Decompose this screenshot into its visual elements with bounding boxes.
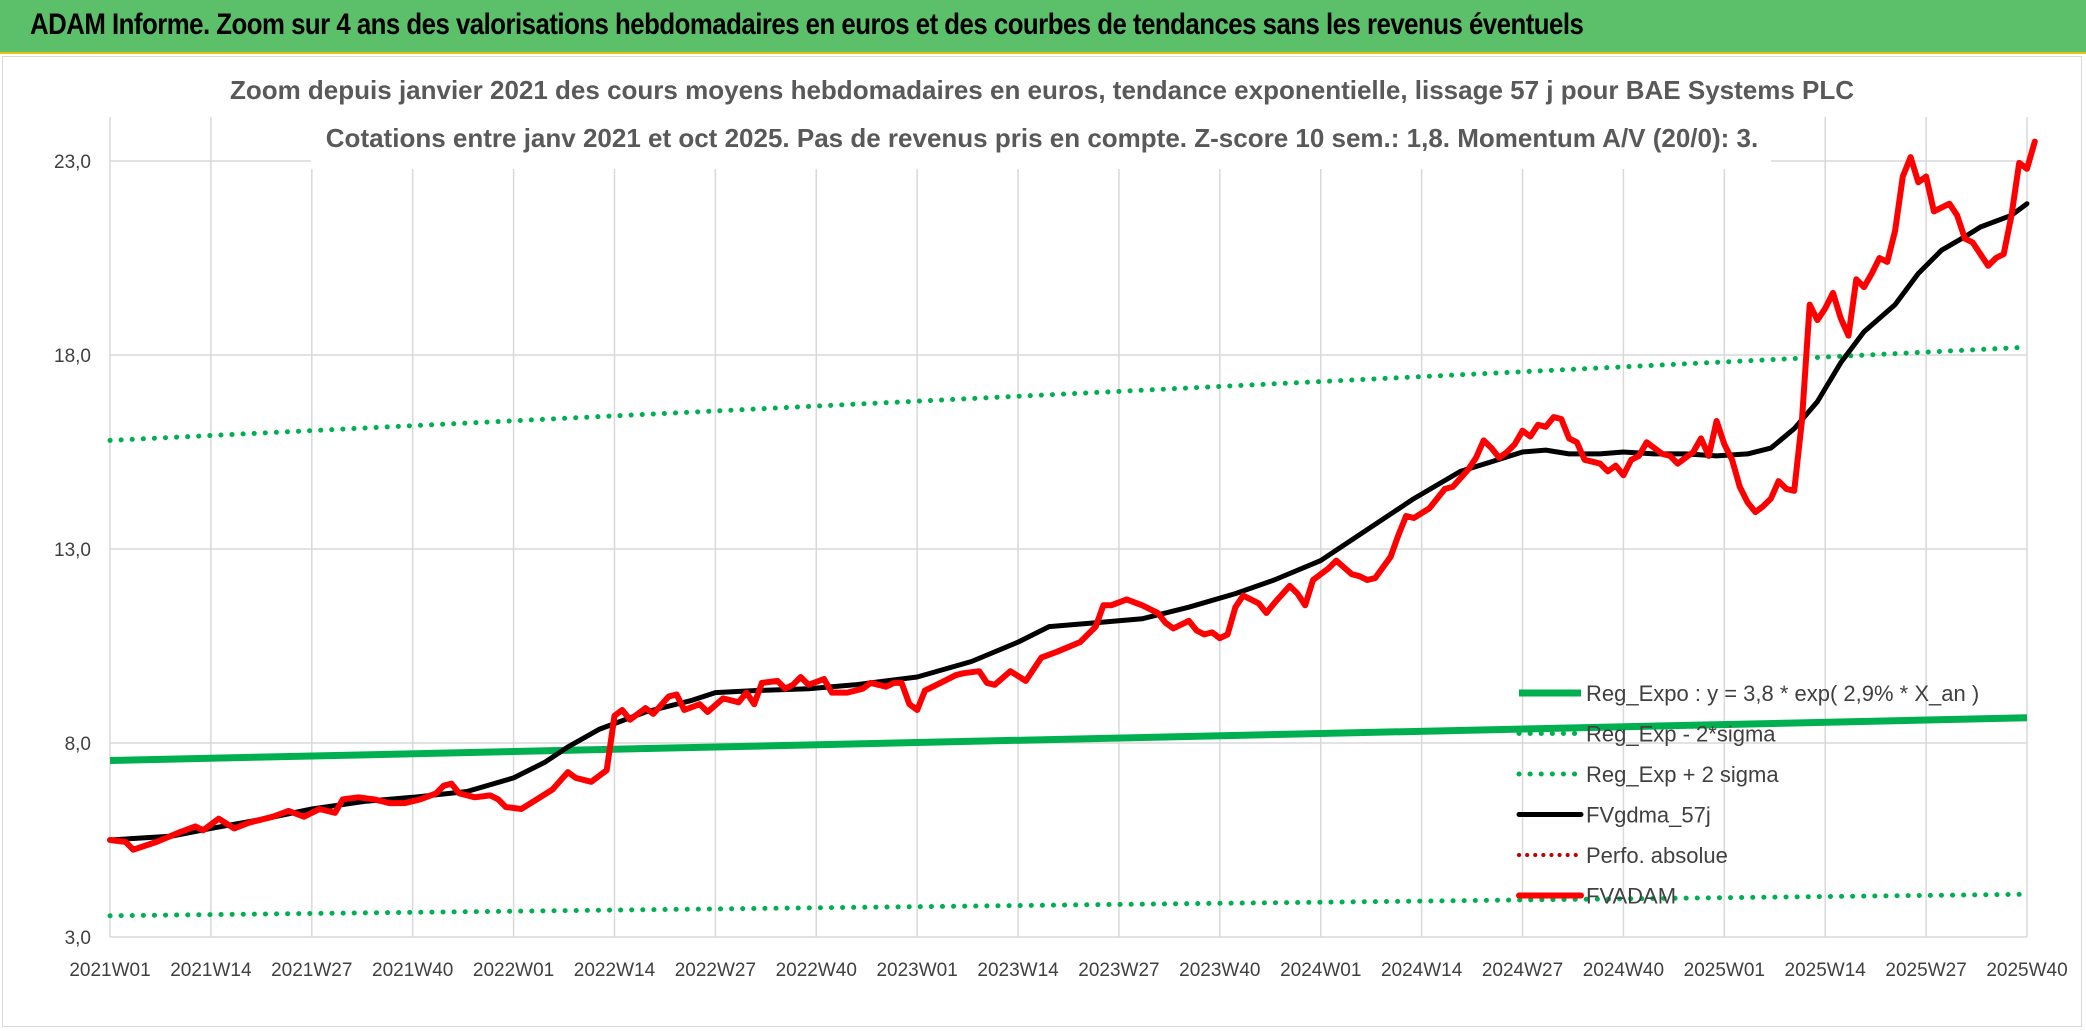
- x-tick-label: 2025W40: [1986, 960, 2067, 981]
- chart-title-line1: Zoom depuis janvier 2021 des cours moyen…: [230, 75, 1854, 105]
- x-tick-label: 2022W40: [776, 960, 857, 981]
- x-tick-label: 2024W14: [1381, 960, 1463, 981]
- gridlines: [109, 117, 2028, 938]
- x-tick-label: 2025W14: [1785, 960, 1867, 981]
- legend: Reg_Expo : y = 3,8 * exp( 2,9% * X_an ) R…: [1516, 681, 1979, 909]
- x-tick-label: 2021W14: [170, 960, 252, 981]
- trend-chart: 3,0 8,0 13,0 18,0 23,0 2021W01 2021W14 2021W27…: [54, 61, 2068, 981]
- series-line-fvadam: [107, 138, 2038, 853]
- x-axis-ticks: 2021W01 2021W14 2021W27 2021W40 2022W01 2022W…: [69, 960, 2067, 981]
- y-tick-label: 8,0: [65, 734, 91, 755]
- y-tick-label: 13,0: [54, 540, 91, 561]
- y-tick-label: 23,0: [54, 152, 91, 173]
- series-line-reg_exp: [107, 344, 2030, 443]
- x-tick-label: 2023W40: [1179, 960, 1260, 981]
- x-tick-label: 2023W14: [977, 960, 1059, 981]
- series-lines: [107, 138, 2038, 919]
- series-line-fvgdma_57j: [107, 201, 2030, 843]
- x-tick-label: 2023W01: [876, 960, 957, 981]
- x-tick-label: 2021W27: [271, 960, 352, 981]
- x-tick-label: 2021W40: [372, 960, 453, 981]
- x-tick-label: 2021W01: [69, 960, 150, 981]
- legend-label: Reg_Expo : y = 3,8 * exp( 2,9% * X_an ): [1586, 681, 1979, 706]
- x-tick-label: 2024W01: [1280, 960, 1361, 981]
- y-tick-label: 3,0: [65, 928, 91, 949]
- series-line-reg_exp: [107, 891, 2030, 919]
- chart-title-line2: Cotations entre janv 2021 et oct 2025. P…: [326, 123, 1758, 153]
- legend-label: FVgdma_57j: [1586, 803, 1711, 828]
- x-tick-label: 2022W14: [574, 960, 656, 981]
- x-tick-label: 2022W01: [473, 960, 554, 981]
- legend-label: Reg_Exp + 2 sigma: [1586, 762, 1779, 787]
- report-banner: ADAM Informe. Zoom sur 4 ans des valoris…: [0, 0, 2086, 54]
- x-tick-label: 2024W27: [1482, 960, 1563, 981]
- title-background: [311, 61, 1771, 169]
- legend-label: FVADAM: [1586, 884, 1676, 909]
- x-tick-label: 2025W01: [1684, 960, 1765, 981]
- x-tick-label: 2024W40: [1583, 960, 1664, 981]
- legend-label: Reg_Exp - 2*sigma: [1586, 722, 1776, 747]
- y-tick-label: 18,0: [54, 346, 91, 367]
- series-line-reg_expo: [109, 714, 2028, 764]
- y-axis-ticks: 3,0 8,0 13,0 18,0 23,0: [54, 152, 91, 949]
- x-tick-label: 2023W27: [1078, 960, 1159, 981]
- report-title: ADAM Informe. Zoom sur 4 ans des valoris…: [30, 8, 1584, 41]
- x-tick-label: 2022W27: [675, 960, 756, 981]
- legend-label: Perfo. absolue: [1586, 843, 1728, 868]
- x-tick-label: 2025W27: [1885, 960, 1966, 981]
- chart-frame: 3,0 8,0 13,0 18,0 23,0 2021W01 2021W14 2021W27…: [2, 56, 2082, 1027]
